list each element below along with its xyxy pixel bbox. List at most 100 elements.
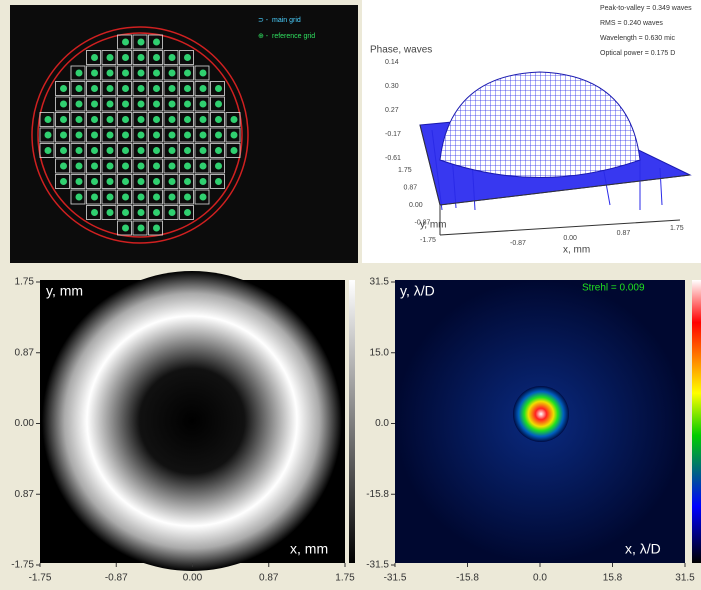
intensity-ring (42, 271, 342, 571)
axis-label: x, mm (290, 541, 328, 557)
page: ⊃ - main grid ⊕ - reference grid Phase, … (0, 0, 701, 590)
spot (91, 209, 98, 216)
spot (45, 116, 52, 123)
spot (200, 147, 207, 154)
spot (138, 225, 145, 232)
y-tick-label: 1.75 (398, 167, 412, 174)
spot (91, 178, 98, 185)
spot (169, 54, 176, 61)
spot (169, 209, 176, 216)
spot (122, 85, 129, 92)
legend-marker: ⊃ - (258, 17, 269, 24)
spot (153, 70, 160, 77)
y-tick-label: -1.75 (11, 560, 34, 571)
spot (122, 194, 129, 201)
spot (153, 54, 160, 61)
spot (107, 116, 114, 123)
spot (138, 209, 145, 216)
spot (91, 85, 98, 92)
spot (138, 39, 145, 46)
x-tick-label: -15.8 (456, 573, 479, 584)
spot (153, 163, 160, 170)
z-tick-label: 0.14 (385, 59, 399, 66)
spot (107, 132, 114, 139)
spot (153, 101, 160, 108)
y-tick-label: 15.0 (370, 347, 390, 358)
axis-label: y, mm (46, 283, 83, 299)
stat-line: Peak-to-valley = 0.349 waves (600, 5, 692, 12)
spot (76, 101, 83, 108)
spot (200, 132, 207, 139)
spot (169, 116, 176, 123)
spot (184, 132, 191, 139)
spot (122, 209, 129, 216)
y-tick-label: 0.00 (15, 418, 35, 429)
spot (215, 101, 222, 108)
spot (60, 178, 67, 185)
x-tick-label: -31.5 (384, 573, 407, 584)
y-tick-label: 0.87 (15, 489, 35, 500)
z-tick-label: -0.17 (385, 131, 401, 138)
spot (215, 85, 222, 92)
spot (184, 163, 191, 170)
spot (200, 85, 207, 92)
stat-line: RMS = 0.240 waves (600, 20, 663, 27)
spot (107, 209, 114, 216)
spot (215, 178, 222, 185)
spot (122, 147, 129, 154)
x-tick-label: -0.87 (105, 573, 128, 584)
spot (184, 194, 191, 201)
spot (91, 147, 98, 154)
spot (107, 194, 114, 201)
spot (60, 163, 67, 170)
spot (76, 132, 83, 139)
x-tick-label: 0.00 (183, 573, 203, 584)
spot (184, 54, 191, 61)
y-tick-label: 0.00 (409, 202, 423, 209)
spot (184, 147, 191, 154)
x-tick-label: 1.75 (670, 225, 684, 232)
y-tick-label: 0.0 (375, 418, 389, 429)
spot (122, 178, 129, 185)
spot (169, 178, 176, 185)
spot (138, 194, 145, 201)
spot (153, 194, 160, 201)
spot (76, 116, 83, 123)
spot (60, 116, 67, 123)
spot (91, 163, 98, 170)
spot (138, 116, 145, 123)
x-tick-label: 0.0 (533, 573, 547, 584)
phase-title: Phase, waves (370, 45, 432, 56)
spot (184, 70, 191, 77)
spot (122, 39, 129, 46)
spot (200, 178, 207, 185)
y-tick-label: -1.75 (420, 237, 436, 244)
stat-line: Wavelength = 0.630 mic (600, 35, 676, 42)
spot (200, 101, 207, 108)
y-tick-label: -15.8 (366, 489, 389, 500)
axis-label: x, mm (563, 245, 590, 256)
x-tick-label: 15.8 (603, 573, 623, 584)
colorbar (349, 280, 355, 563)
spot (153, 225, 160, 232)
x-tick-label: -1.75 (29, 573, 52, 584)
z-tick-label: -0.61 (385, 155, 401, 162)
spot (200, 70, 207, 77)
spot (231, 147, 238, 154)
spot (153, 132, 160, 139)
spot (60, 85, 67, 92)
x-tick-label: -0.87 (510, 240, 526, 247)
spot (169, 194, 176, 201)
spot (138, 163, 145, 170)
spot (122, 101, 129, 108)
spot (231, 132, 238, 139)
spot (184, 209, 191, 216)
spot (60, 132, 67, 139)
spot (169, 101, 176, 108)
spot (60, 101, 67, 108)
spot (107, 178, 114, 185)
spot (138, 132, 145, 139)
spot (91, 194, 98, 201)
spot (91, 101, 98, 108)
x-tick-label: 0.87 (617, 230, 631, 237)
